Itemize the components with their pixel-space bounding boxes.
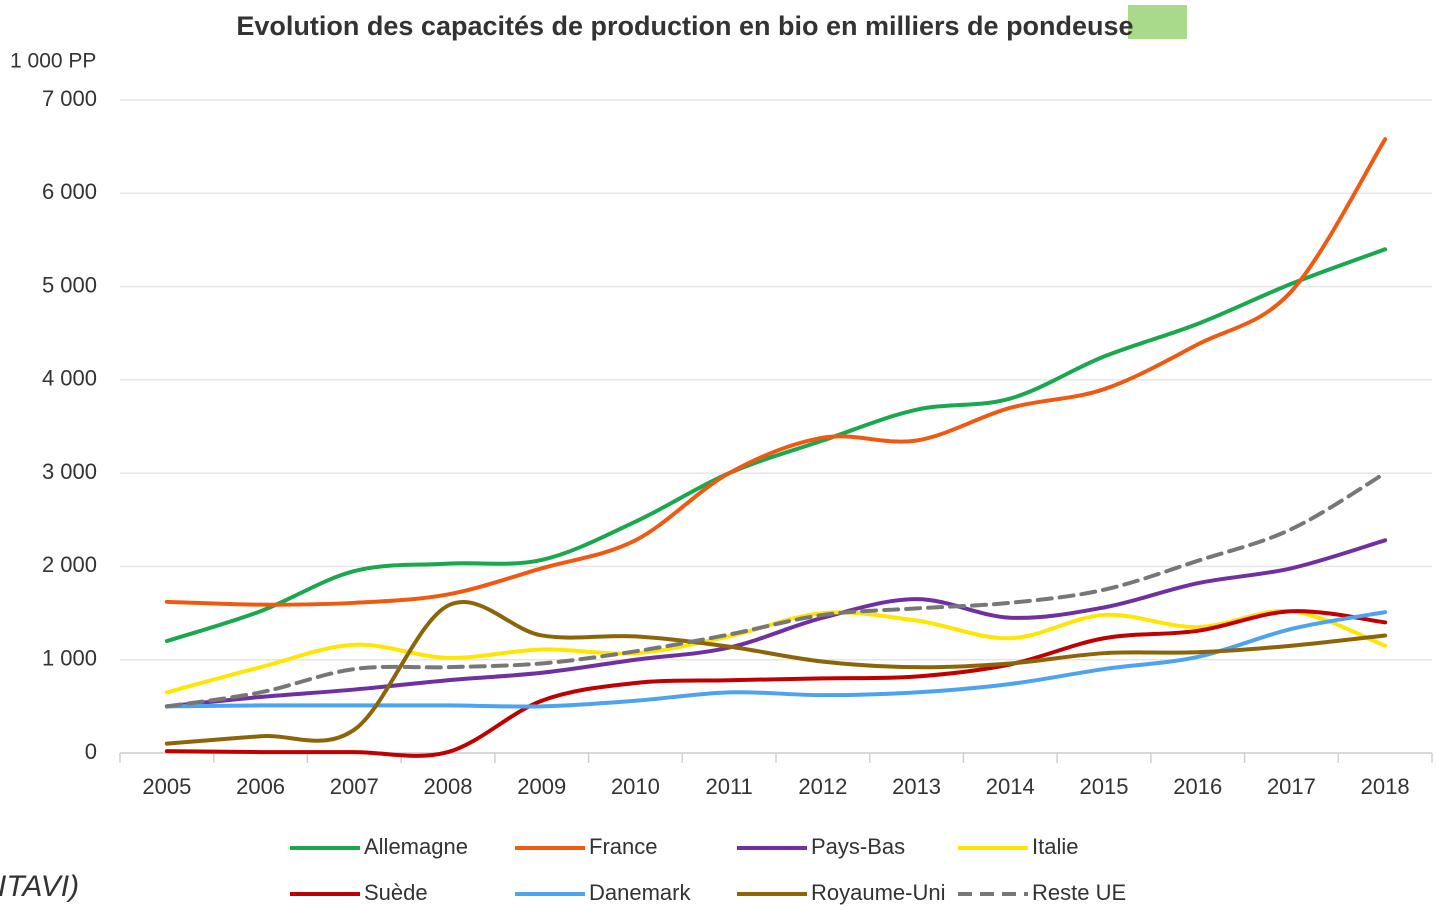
highlight — [1128, 5, 1187, 39]
source: ITAVI) — [0, 870, 79, 903]
chart-title: Evolution des capacités de production en… — [236, 11, 1133, 41]
legend-label: Allemagne — [364, 834, 468, 859]
y-tick-label: 6 000 — [42, 179, 97, 204]
series-line — [164, 137, 1388, 607]
legend-label: Italie — [1032, 834, 1078, 859]
x-tick-label: 2013 — [892, 774, 941, 799]
series-line — [164, 609, 1388, 758]
series-line — [164, 600, 1388, 746]
legend-label: Royaume-Uni — [811, 880, 946, 905]
y-tick-label: 1 000 — [42, 646, 97, 671]
y-tick-label: 4 000 — [42, 366, 97, 391]
x-tick-label: 2014 — [986, 774, 1035, 799]
x-tick-label: 2008 — [424, 774, 473, 799]
y-tick-label: 0 — [85, 739, 97, 764]
x-tick-label: 2006 — [236, 774, 285, 799]
x-tick-label: 2018 — [1361, 774, 1410, 799]
x-tick-label: 2016 — [1173, 774, 1222, 799]
legend-label: France — [589, 834, 657, 859]
legend-label: Reste UE — [1032, 880, 1126, 905]
x-tick-label: 2012 — [798, 774, 847, 799]
legend-label: Suède — [364, 880, 428, 905]
y-tick-label: 3 000 — [42, 459, 97, 484]
x-tick-label: 2009 — [517, 774, 566, 799]
y-tick-label: 7 000 — [42, 86, 97, 111]
y-axis-label: 1 000 PP — [10, 50, 96, 73]
x-tick-label: 2005 — [142, 774, 191, 799]
legend-label: Pays-Bas — [811, 834, 905, 859]
x-tick-label: 2017 — [1267, 774, 1316, 799]
series-line — [164, 610, 1388, 709]
series-line — [164, 471, 1388, 709]
legend-label: Danemark — [589, 880, 691, 905]
x-tick-label: 2007 — [330, 774, 379, 799]
series-line — [164, 247, 1388, 644]
y-tick-label: 5 000 — [42, 272, 97, 297]
x-tick-label: 2010 — [611, 774, 660, 799]
series-line — [164, 538, 1388, 709]
x-tick-label: 2011 — [705, 774, 752, 799]
y-tick-label: 2 000 — [42, 552, 97, 577]
x-tick-label: 2015 — [1080, 774, 1129, 799]
